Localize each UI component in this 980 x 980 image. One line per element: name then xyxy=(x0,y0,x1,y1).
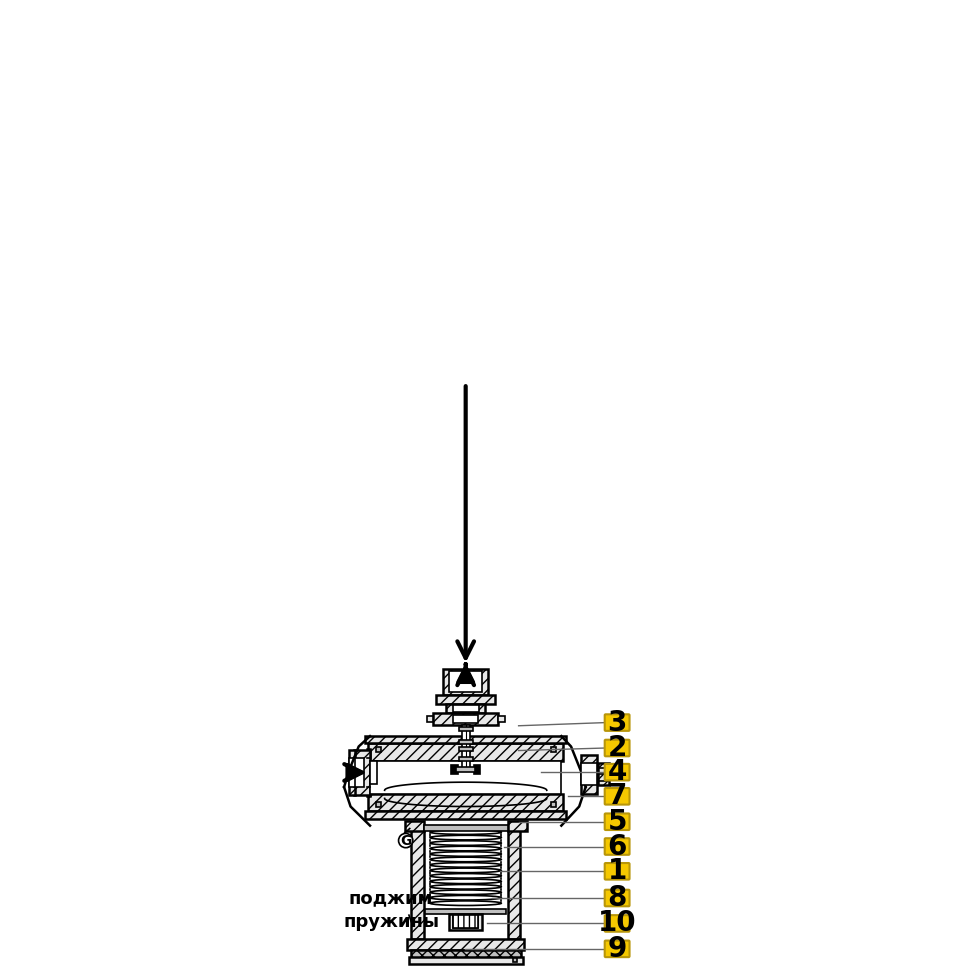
Polygon shape xyxy=(367,749,370,758)
Polygon shape xyxy=(454,714,478,723)
Text: 10: 10 xyxy=(598,909,636,938)
Polygon shape xyxy=(551,803,556,808)
Polygon shape xyxy=(409,957,522,964)
Polygon shape xyxy=(375,747,380,753)
Polygon shape xyxy=(366,736,566,743)
FancyBboxPatch shape xyxy=(605,714,629,731)
Polygon shape xyxy=(446,704,485,713)
FancyBboxPatch shape xyxy=(605,813,629,830)
Text: 9: 9 xyxy=(608,935,627,963)
Polygon shape xyxy=(450,913,482,930)
Polygon shape xyxy=(423,824,508,830)
Polygon shape xyxy=(508,825,520,940)
Text: 1: 1 xyxy=(608,858,627,885)
Ellipse shape xyxy=(430,901,502,906)
Polygon shape xyxy=(349,750,355,795)
Polygon shape xyxy=(411,950,521,957)
Polygon shape xyxy=(459,758,472,761)
Polygon shape xyxy=(454,915,478,928)
Polygon shape xyxy=(498,716,505,722)
Polygon shape xyxy=(368,794,563,811)
Polygon shape xyxy=(412,825,423,940)
Polygon shape xyxy=(451,765,458,774)
Polygon shape xyxy=(405,821,423,830)
Polygon shape xyxy=(443,668,488,695)
Polygon shape xyxy=(436,695,495,704)
Ellipse shape xyxy=(430,846,502,851)
Ellipse shape xyxy=(430,835,502,840)
Polygon shape xyxy=(426,716,433,722)
Polygon shape xyxy=(366,811,566,818)
FancyBboxPatch shape xyxy=(605,838,629,855)
Polygon shape xyxy=(375,803,380,808)
Text: 6: 6 xyxy=(608,833,627,860)
Polygon shape xyxy=(513,957,516,962)
Ellipse shape xyxy=(430,896,502,900)
Polygon shape xyxy=(408,940,524,950)
Ellipse shape xyxy=(430,868,502,872)
Polygon shape xyxy=(370,761,562,794)
Polygon shape xyxy=(459,740,472,744)
FancyBboxPatch shape xyxy=(605,890,629,906)
Text: 2: 2 xyxy=(608,734,627,762)
Polygon shape xyxy=(425,908,507,914)
FancyBboxPatch shape xyxy=(605,863,629,880)
Polygon shape xyxy=(598,762,609,785)
Polygon shape xyxy=(370,761,376,784)
Text: 4: 4 xyxy=(608,759,627,786)
Ellipse shape xyxy=(430,873,502,878)
Polygon shape xyxy=(462,725,469,771)
Text: поджим
пружины: поджим пружины xyxy=(343,890,439,931)
Text: 3: 3 xyxy=(608,709,627,737)
Ellipse shape xyxy=(430,885,502,889)
Ellipse shape xyxy=(430,830,502,834)
Ellipse shape xyxy=(430,858,502,861)
FancyBboxPatch shape xyxy=(605,740,629,757)
Polygon shape xyxy=(453,705,478,712)
Text: 7: 7 xyxy=(608,782,627,810)
Polygon shape xyxy=(367,787,370,796)
Polygon shape xyxy=(508,821,526,830)
Text: 8: 8 xyxy=(608,884,627,912)
Ellipse shape xyxy=(430,890,502,895)
Polygon shape xyxy=(354,758,364,787)
Polygon shape xyxy=(581,755,597,794)
Polygon shape xyxy=(349,758,355,787)
Polygon shape xyxy=(459,748,472,752)
Polygon shape xyxy=(473,765,480,774)
Circle shape xyxy=(399,833,413,848)
FancyBboxPatch shape xyxy=(605,788,629,805)
Polygon shape xyxy=(581,762,597,785)
FancyBboxPatch shape xyxy=(605,915,629,932)
FancyBboxPatch shape xyxy=(605,941,629,957)
Text: G: G xyxy=(400,834,412,848)
Polygon shape xyxy=(450,671,482,692)
Ellipse shape xyxy=(430,879,502,884)
Ellipse shape xyxy=(430,862,502,867)
Polygon shape xyxy=(433,713,498,725)
Text: 5: 5 xyxy=(608,808,627,836)
Polygon shape xyxy=(456,766,475,772)
Ellipse shape xyxy=(430,852,502,857)
Polygon shape xyxy=(459,727,472,731)
Polygon shape xyxy=(551,747,556,753)
Ellipse shape xyxy=(430,841,502,846)
Polygon shape xyxy=(368,743,563,761)
FancyBboxPatch shape xyxy=(605,763,629,780)
Polygon shape xyxy=(454,915,478,928)
Polygon shape xyxy=(354,750,370,795)
